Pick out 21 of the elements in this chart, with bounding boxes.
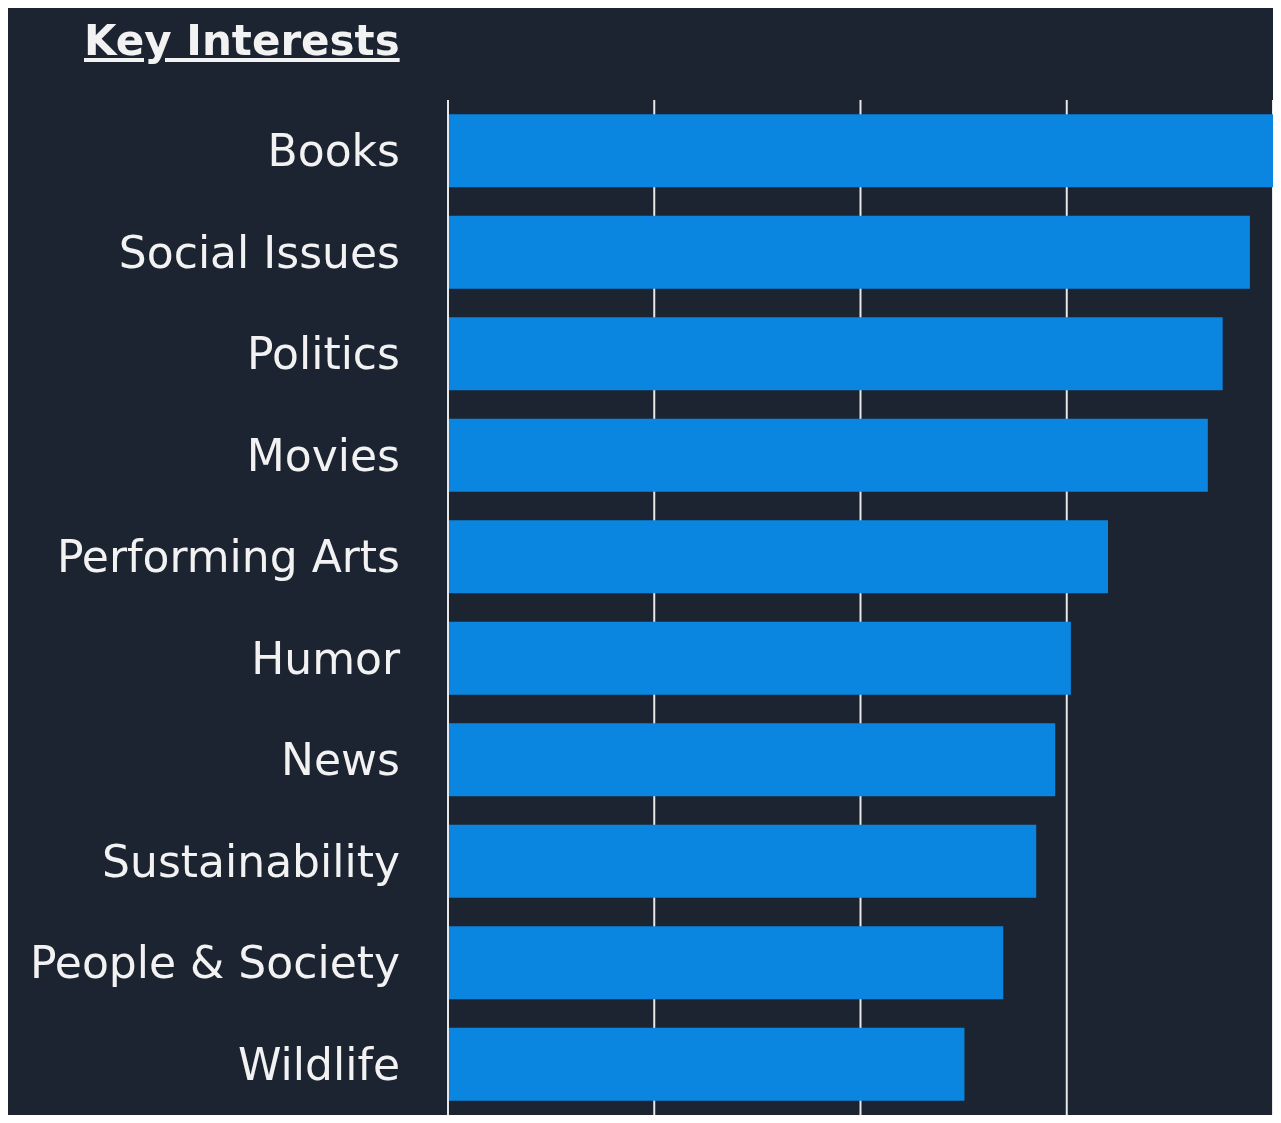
bar [448, 215, 1250, 289]
chart-title: Key Interests [84, 16, 400, 65]
bar [448, 824, 1037, 898]
bar [448, 317, 1223, 391]
y-tick-label: Humor [251, 632, 401, 684]
bar [448, 520, 1108, 594]
y-tick-label: Social Issues [118, 226, 400, 278]
y-tick-label: News [281, 734, 400, 786]
bar [448, 723, 1056, 797]
y-tick-label: People & Society [29, 937, 400, 989]
y-tick-label: Books [267, 125, 400, 177]
y-tick-label: Politics [247, 328, 400, 380]
y-tick-label: Performing Arts [56, 531, 400, 583]
bar [448, 114, 1273, 188]
y-tick-label: Sustainability [102, 835, 400, 887]
bar [448, 418, 1208, 492]
y-tick-label: Wildlife [238, 1038, 400, 1090]
y-tick-label: Movies [246, 429, 400, 481]
bar [448, 926, 1004, 1000]
bar [448, 1027, 965, 1101]
bar [448, 621, 1071, 695]
